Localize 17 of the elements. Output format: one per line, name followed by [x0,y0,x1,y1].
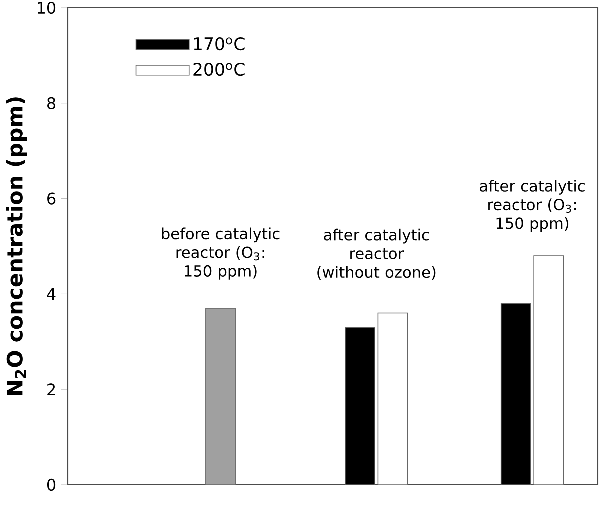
bar [534,256,564,486]
legend-label: 200$^{o}$C [194,62,245,76]
y-tick-label: 0 [47,478,56,492]
bar [500,303,532,486]
bar [206,308,236,486]
bar [378,312,408,486]
y-tick-label: 8 [48,97,56,110]
y-tick-label: 4 [47,288,56,300]
y-tick-label: 10 [38,2,56,14]
x-tick-label: before catalytic reactor (O$_{3}$: 150 ppm) [162,228,280,280]
x-tick-label: after catalytic reactor (O$_{3}$: 150 ppm) [480,180,585,232]
y-axis-title: N$_{2}$O concentration (ppm) [6,98,28,396]
bar [345,327,376,486]
y-tick-label: 2 [48,384,56,396]
x-tick-label: after catalytic reactor (without ozone) [318,228,436,280]
y-tick-label: 6 [48,192,56,205]
legend-label: 170$^{o}$C [194,37,245,51]
